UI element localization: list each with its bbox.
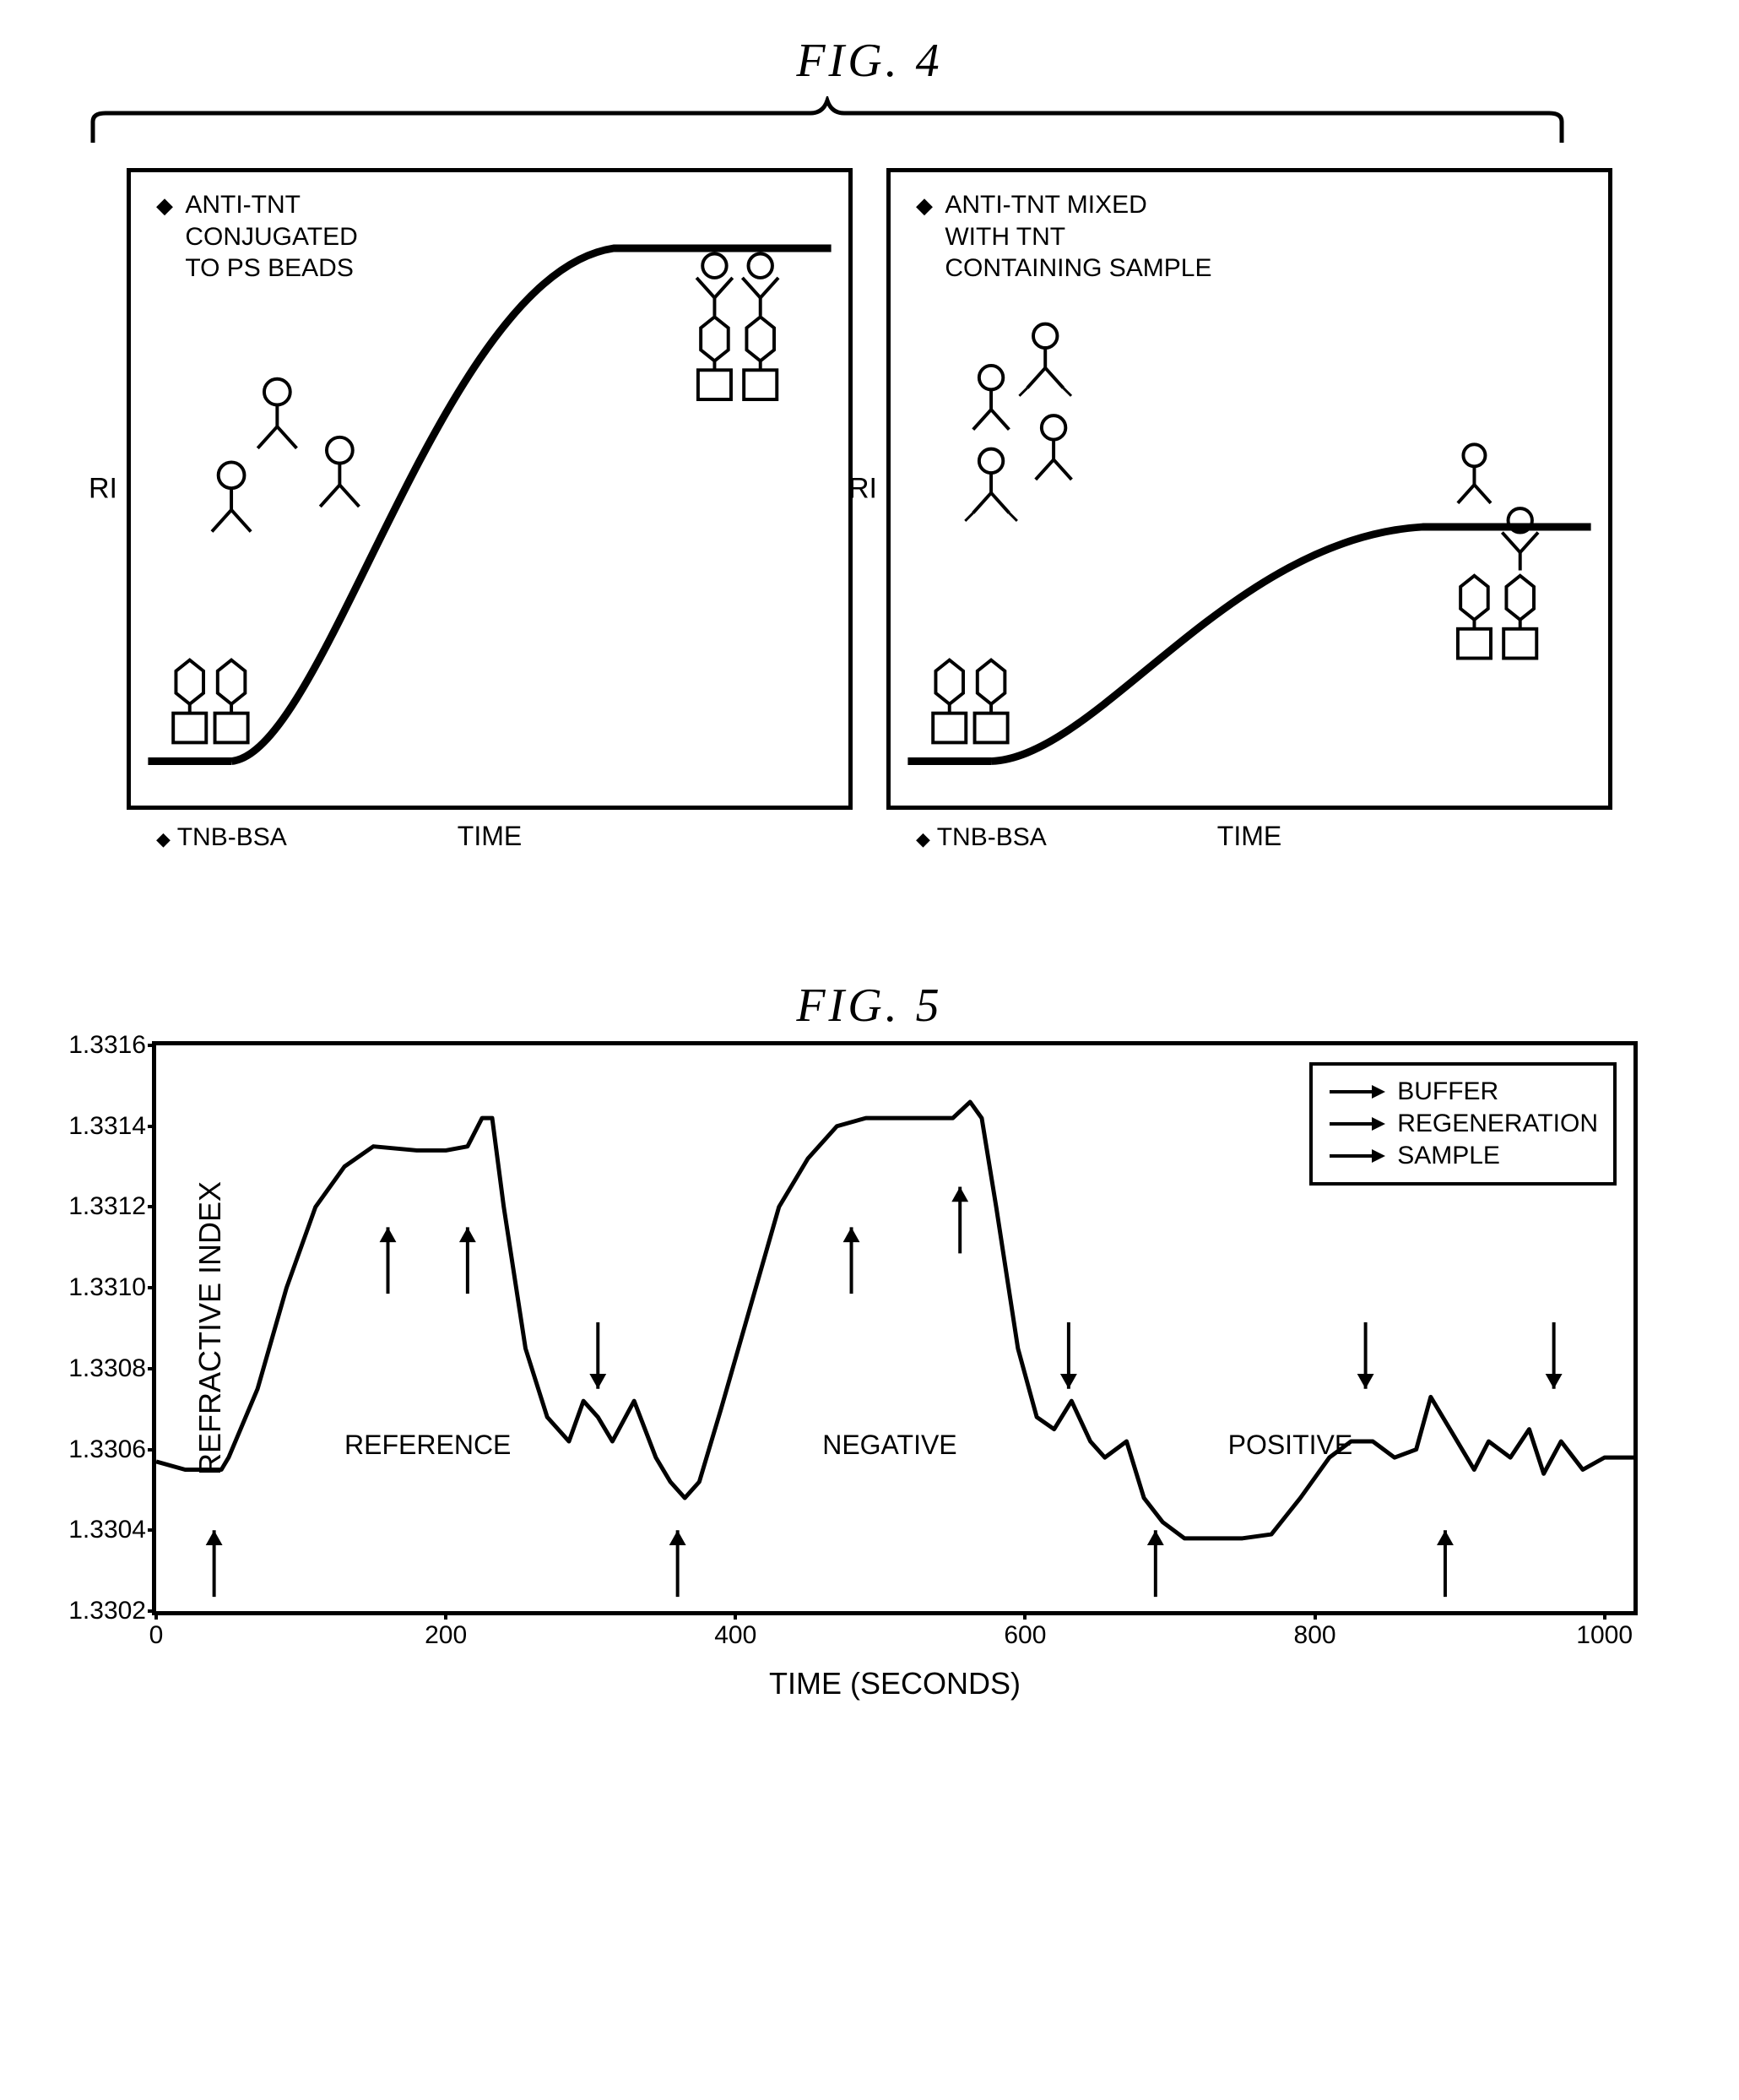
fig4-left-panel: ◆ ANTI-TNT CONJUGATED TO PS BEADS RI TIM… xyxy=(127,168,853,810)
yaxis-title: REFRACTIVE INDEX xyxy=(192,1181,228,1475)
tnb-label-right: ◆ TNB-BSA xyxy=(916,823,1047,852)
xtick-label: 1000 xyxy=(1576,1621,1633,1650)
brace-icon xyxy=(84,96,1570,147)
right-legend: ◆ ANTI-TNT MIXED WITH TNT CONTAINING SAM… xyxy=(916,189,1212,285)
fig5-legend: BUFFER REGENERATION SAMPLE xyxy=(1309,1062,1617,1186)
xtick-label: 0 xyxy=(149,1621,164,1650)
fig5-title: FIG. 5 xyxy=(84,979,1655,1033)
right-legend-text: ANTI-TNT MIXED WITH TNT CONTAINING SAMPL… xyxy=(945,189,1211,285)
legend-row: REGENERATION xyxy=(1328,1110,1598,1138)
left-legend-text: ANTI-TNT CONJUGATED TO PS BEADS xyxy=(185,189,357,285)
fig5-chart-wrap: REFRACTIVE INDEX BUFFER REGENERATION SAM… xyxy=(101,1041,1638,1701)
fig5-chart: REFRACTIVE INDEX BUFFER REGENERATION SAM… xyxy=(152,1041,1638,1615)
ytick-label: 1.3306 xyxy=(68,1435,146,1464)
ytick-label: 1.3302 xyxy=(68,1597,146,1625)
tnb-label-left: ◆ TNB-BSA xyxy=(156,823,287,852)
time-label-left: TIME xyxy=(458,821,522,852)
ytick-label: 1.3314 xyxy=(68,1112,146,1141)
legend-row: BUFFER xyxy=(1328,1077,1598,1106)
fig4-title: FIG. 4 xyxy=(84,34,1655,88)
region-label: POSITIVE xyxy=(1228,1430,1353,1461)
xaxis-title: TIME (SECONDS) xyxy=(152,1666,1638,1701)
left-legend: ◆ ANTI-TNT CONJUGATED TO PS BEADS xyxy=(156,189,358,285)
ri-label-left: RI xyxy=(89,473,117,506)
ytick-label: 1.3308 xyxy=(68,1354,146,1383)
ytick-label: 1.3312 xyxy=(68,1192,146,1221)
xtick-label: 600 xyxy=(1004,1621,1046,1650)
fig4-section: FIG. 4 ◆ ANTI-TNT CONJUGATED TO PS BEADS… xyxy=(84,34,1655,810)
ytick-label: 1.3316 xyxy=(68,1031,146,1060)
xtick-label: 400 xyxy=(714,1621,756,1650)
region-label: REFERENCE xyxy=(344,1430,511,1461)
time-label-right: TIME xyxy=(1217,821,1281,852)
xtick-label: 800 xyxy=(1294,1621,1336,1650)
fig5-section: FIG. 5 REFRACTIVE INDEX BUFFER REGENERAT… xyxy=(84,979,1655,1701)
fig4-panels: ◆ ANTI-TNT CONJUGATED TO PS BEADS RI TIM… xyxy=(84,168,1655,810)
fig4-right-panel: ◆ ANTI-TNT MIXED WITH TNT CONTAINING SAM… xyxy=(886,168,1612,810)
region-label: NEGATIVE xyxy=(822,1430,956,1461)
ri-label-right: RI xyxy=(848,473,877,506)
legend-row: SAMPLE xyxy=(1328,1142,1598,1170)
ytick-label: 1.3304 xyxy=(68,1516,146,1544)
ytick-label: 1.3310 xyxy=(68,1273,146,1302)
xtick-label: 200 xyxy=(425,1621,467,1650)
